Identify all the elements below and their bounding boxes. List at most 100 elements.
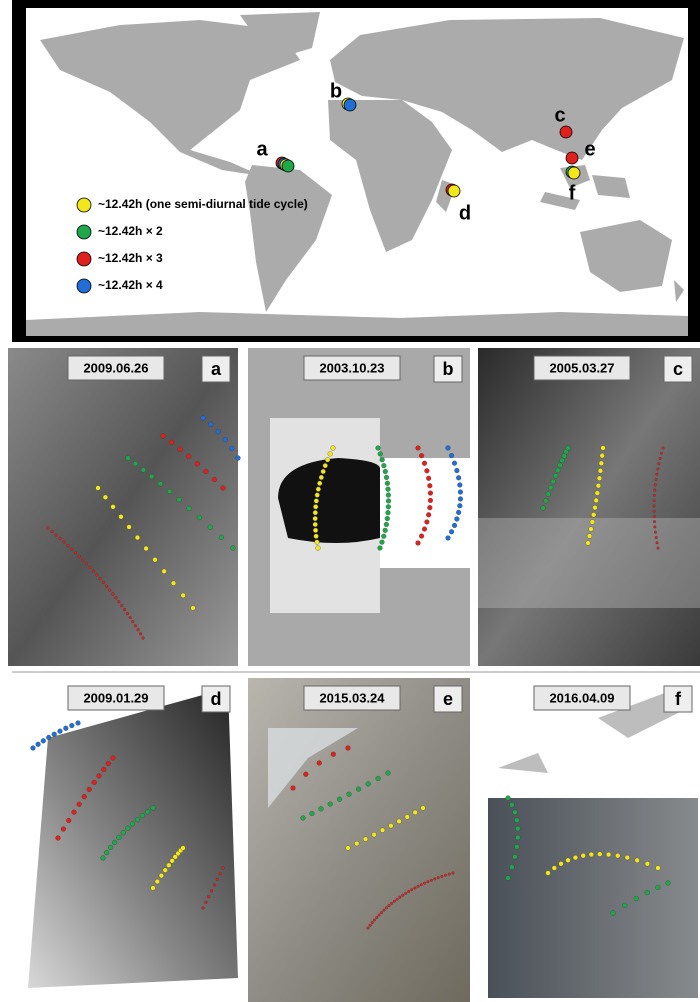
track-dot <box>644 890 650 896</box>
site-dot <box>565 151 579 165</box>
track-dot <box>550 479 556 485</box>
panel-date: 2016.04.09 <box>549 690 614 705</box>
track-dot <box>380 911 383 914</box>
track-dot <box>69 723 75 729</box>
legend-label: ~12.42h × 3 <box>98 251 163 265</box>
track-dot <box>111 592 115 596</box>
track-dot <box>91 779 97 786</box>
track-dot <box>600 445 606 451</box>
track-dot <box>96 773 102 779</box>
track-dot <box>433 877 437 881</box>
track-dot <box>596 475 602 481</box>
letter-box <box>433 685 463 713</box>
track-dot <box>57 728 63 734</box>
track-dot <box>660 451 663 455</box>
track-dot <box>105 584 109 588</box>
track-dot <box>440 874 444 878</box>
track-dot <box>565 445 571 451</box>
site-label: f <box>569 182 576 204</box>
track-dot <box>35 741 41 747</box>
track-dot <box>176 497 182 503</box>
track-dot <box>599 453 605 459</box>
track-dot <box>330 751 336 757</box>
track-dot <box>180 845 186 851</box>
track-dot <box>229 445 235 451</box>
track-dot <box>451 522 458 529</box>
track-dot <box>396 818 402 824</box>
letter-box <box>663 685 693 713</box>
track-dot <box>318 806 324 812</box>
panel: 2009.01.29 d <box>8 678 238 1002</box>
track-dot <box>653 520 656 524</box>
panel-letter: b <box>443 359 454 379</box>
track-dot <box>149 474 155 480</box>
track-dot <box>385 770 391 776</box>
track-dot <box>157 481 163 487</box>
track-dot <box>656 467 660 471</box>
track-dot <box>656 546 660 550</box>
track-dot <box>77 554 81 558</box>
track-dot <box>211 477 217 483</box>
track-dot <box>652 499 656 503</box>
track-dot <box>40 738 46 744</box>
track-dot <box>75 720 81 726</box>
track-dot <box>420 805 426 811</box>
track-dot <box>653 483 657 487</box>
track-dot <box>377 451 383 457</box>
track-dot <box>312 516 318 522</box>
track-dot <box>419 533 425 539</box>
track-dot <box>101 580 105 584</box>
track-dot <box>300 815 306 821</box>
track-dot <box>366 926 370 930</box>
track-dot <box>312 521 318 528</box>
track-dot <box>327 451 333 457</box>
track-dot <box>303 771 309 777</box>
track-dot <box>222 437 228 443</box>
track-dot <box>548 485 554 491</box>
letter-box <box>433 355 463 383</box>
track-dot <box>345 745 351 751</box>
track-dot <box>445 535 451 541</box>
track-dot <box>457 503 463 509</box>
track-dot <box>194 461 200 467</box>
track-dot <box>336 796 343 802</box>
site-dot <box>281 159 295 173</box>
track-dot <box>445 445 451 451</box>
track-dot <box>313 498 319 504</box>
date-box <box>533 355 631 381</box>
panel-bg <box>8 348 238 666</box>
track-dot <box>203 468 209 475</box>
track-dot <box>196 514 202 521</box>
track-dot <box>589 519 595 525</box>
track-dot <box>555 467 561 473</box>
track-dot <box>509 802 515 808</box>
track-dot <box>415 445 421 451</box>
track-dot <box>141 636 145 640</box>
track-dot <box>290 785 296 791</box>
panel: 2016.04.09 f <box>478 678 700 1002</box>
track-dot <box>371 832 377 838</box>
track-dot <box>654 530 657 534</box>
track-dot <box>379 539 385 545</box>
panel-letter: a <box>211 359 222 379</box>
track-dot <box>624 855 630 861</box>
track-dot <box>91 569 95 573</box>
track-dot <box>383 474 390 480</box>
track-dot <box>545 491 551 497</box>
track-dot <box>382 468 388 475</box>
date-box <box>67 685 165 711</box>
track-dot <box>427 490 433 496</box>
track-dot <box>162 867 168 873</box>
track-dot <box>382 908 386 912</box>
track-dot <box>451 460 458 466</box>
track-dot <box>593 497 599 503</box>
track-dot <box>454 516 460 522</box>
track-dot <box>514 844 520 850</box>
track-dot <box>204 900 208 904</box>
track-dot <box>108 844 114 850</box>
site-dot <box>447 184 461 198</box>
track-dot <box>134 817 140 823</box>
track-dot <box>186 505 192 511</box>
